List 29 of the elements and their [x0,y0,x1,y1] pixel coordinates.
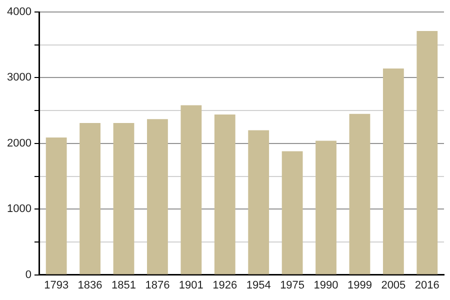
y-tick-label: 4000 [6,6,32,18]
y-tick-label: 3000 [6,72,32,84]
y-tick-label: 0 [25,268,32,281]
bar [113,123,134,274]
x-tick-label: 1851 [112,279,136,292]
x-tick-label: 1836 [78,279,102,292]
bar [80,123,100,274]
x-tick-label: 2005 [381,279,406,292]
x-tick-label: 1990 [314,279,338,292]
x-tick-label: 1999 [347,279,372,292]
bar [349,114,370,274]
x-tick-label: 1954 [246,279,271,292]
bar [382,68,404,274]
x-tick-label: 1901 [178,279,204,292]
bar [180,105,202,274]
y-tick-label: 2000 [6,137,32,150]
x-tick-label: 1793 [44,279,69,292]
y-tick-label: 1000 [6,203,32,216]
x-tick-label: 1975 [280,279,305,292]
bar [282,151,303,274]
bar [316,140,336,274]
x-tick-label: 1876 [145,279,170,292]
bar [46,137,67,274]
bar [248,130,270,274]
x-tick-label: 2016 [414,279,440,292]
bar [147,119,168,274]
x-tick-label: 1926 [212,279,238,292]
bar [416,31,438,274]
bar [214,114,236,274]
